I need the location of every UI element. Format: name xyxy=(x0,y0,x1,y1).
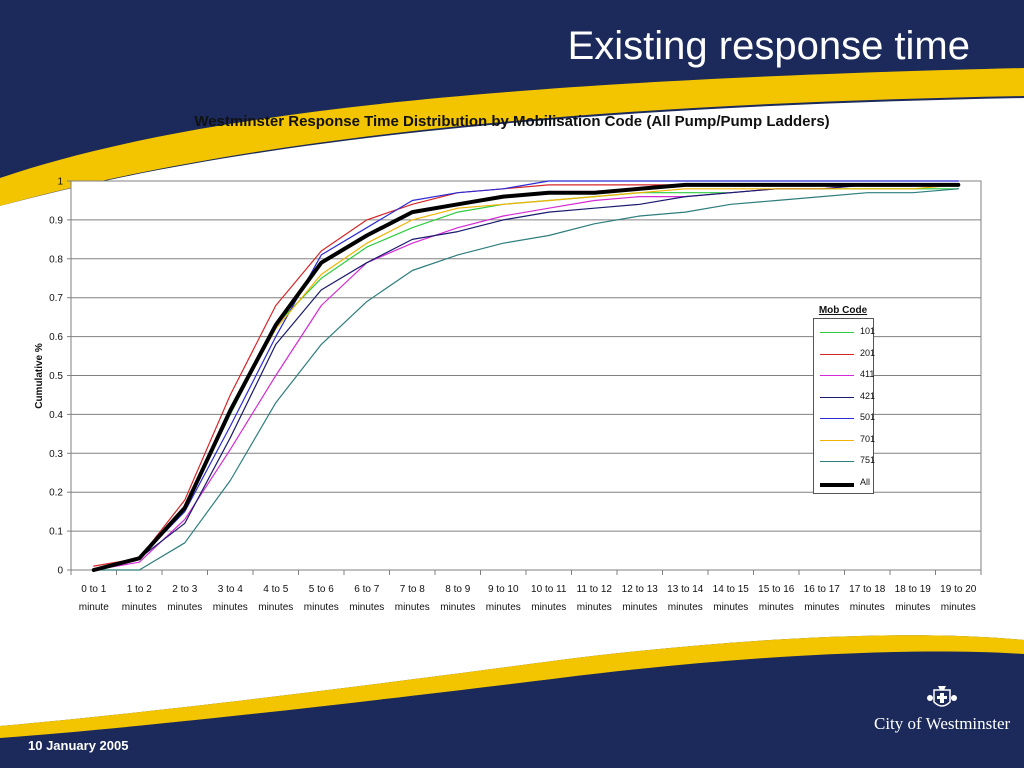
x-tick-label: 3 to 4 xyxy=(218,584,243,595)
x-tick-label: 13 to 14 xyxy=(667,584,704,595)
legend-swatch xyxy=(820,482,854,487)
legend-item-751: 751 xyxy=(820,452,875,472)
y-tick-label: 0 xyxy=(57,566,63,577)
x-tick-label: 12 to 13 xyxy=(622,584,659,595)
y-tick-label: 0.7 xyxy=(49,293,63,304)
x-tick-sublabel: minutes xyxy=(258,602,293,613)
x-tick-sublabel: minutes xyxy=(395,602,430,613)
x-tick-sublabel: minutes xyxy=(713,602,748,613)
y-tick-label: 0.4 xyxy=(49,410,63,421)
x-tick-label: 16 to 17 xyxy=(804,584,841,595)
footer-date: 10 January 2005 xyxy=(28,738,129,753)
x-tick-label: 4 to 5 xyxy=(263,584,288,595)
legend-item-201: 201 xyxy=(820,345,875,365)
x-tick-sublabel: minute xyxy=(79,602,109,613)
y-tick-label: 0.5 xyxy=(49,371,63,382)
x-tick-sublabel: minutes xyxy=(850,602,885,613)
legend-label: 411 xyxy=(860,369,875,379)
legend-label: 701 xyxy=(860,433,876,444)
x-axis-ticks: 0 to 1 minute 1 to 2 minutes 2 to 3 minutes 3 … xyxy=(70,570,982,613)
x-tick-sublabel: minutes xyxy=(941,602,976,613)
legend-swatch xyxy=(820,439,854,441)
x-tick-sublabel: minutes xyxy=(304,602,339,613)
x-tick-label: 17 to 18 xyxy=(849,584,886,595)
x-tick-sublabel: minutes xyxy=(349,602,384,613)
x-tick-label: 8 to 9 xyxy=(445,584,470,595)
legend-title: Mob Code xyxy=(818,305,868,316)
slide-title: Existing response time xyxy=(567,24,970,68)
legend-label: 101 xyxy=(860,326,876,336)
series-line-501 xyxy=(93,180,959,571)
legend-swatch xyxy=(820,332,854,333)
x-tick-sublabel: minutes xyxy=(577,602,612,613)
x-tick-sublabel: minutes xyxy=(167,602,202,613)
legend-label: All xyxy=(860,476,871,487)
x-tick-label: 1 to 2 xyxy=(127,584,152,595)
x-tick-sublabel: minutes xyxy=(440,602,475,613)
x-tick-label: 11 to 12 xyxy=(577,584,613,595)
x-tick-sublabel: minutes xyxy=(759,602,794,613)
brand-name: City of Westminster xyxy=(874,714,1011,733)
legend-item-701: 701 xyxy=(820,431,875,451)
x-tick-label: 0 to 1 xyxy=(81,584,106,595)
coat-of-arms-icon xyxy=(927,686,957,707)
y-tick-label: 0.8 xyxy=(49,254,63,265)
legend-item-421: 421 xyxy=(820,388,875,408)
legend-swatch xyxy=(820,375,854,376)
x-tick-label: 9 to 10 xyxy=(488,584,519,595)
x-tick-sublabel: minutes xyxy=(531,602,566,613)
legend-label: 751 xyxy=(860,455,876,465)
legend-item-101: 101 xyxy=(820,323,875,343)
x-tick-label: 2 to 3 xyxy=(172,584,197,595)
legend-label: 201 xyxy=(860,347,876,358)
legend-item-501: 501 xyxy=(820,409,875,429)
x-tick-label: 19 to 20 xyxy=(940,584,977,595)
y-tick-label: 0.2 xyxy=(49,488,63,499)
x-tick-sublabel: minutes xyxy=(486,602,521,613)
y-axis-label: Cumulative % xyxy=(34,343,45,409)
x-tick-label: 14 to 15 xyxy=(713,584,750,595)
y-tick-label: 0.1 xyxy=(49,527,63,538)
x-tick-sublabel: minutes xyxy=(122,602,157,613)
brand: City of Westminster xyxy=(874,684,1010,736)
y-tick-label: 0.9 xyxy=(49,215,63,226)
legend-swatch xyxy=(820,353,854,355)
x-tick-sublabel: minutes xyxy=(213,602,248,613)
legend-label: 421 xyxy=(860,390,876,401)
series-lines xyxy=(91,180,961,572)
series-line-751 xyxy=(93,188,959,571)
legend-item-411: 411 xyxy=(820,366,875,386)
legend: 101 201 411 421 501 701 751 All xyxy=(813,318,875,494)
y-axis-ticks: 0 0.1 0.2 0.3 0.4 0.5 0.6 0.7 0.8 0.9 1 xyxy=(49,177,63,577)
legend-swatch xyxy=(820,461,854,462)
x-tick-label: 10 to 11 xyxy=(531,584,567,595)
legend-swatch xyxy=(820,418,854,419)
x-tick-sublabel: minutes xyxy=(804,602,839,613)
y-tick-label: 1 xyxy=(57,177,63,188)
x-tick-sublabel: minutes xyxy=(895,602,930,613)
legend-label: 501 xyxy=(860,412,876,422)
x-tick-sublabel: minutes xyxy=(668,602,703,613)
x-tick-sublabel: minutes xyxy=(622,602,657,613)
chart-title: Westminster Response Time Distribution b… xyxy=(194,113,830,130)
x-tick-label: 7 to 8 xyxy=(400,584,425,595)
legend-swatch xyxy=(820,396,854,398)
x-tick-label: 18 to 19 xyxy=(895,584,932,595)
legend-item-all: All xyxy=(820,474,875,494)
x-tick-label: 6 to 7 xyxy=(354,584,379,595)
y-tick-label: 0.6 xyxy=(49,332,63,343)
series-line-all xyxy=(91,182,961,572)
x-tick-label: 5 to 6 xyxy=(309,584,334,595)
y-tick-label: 0.3 xyxy=(49,449,63,460)
x-tick-label: 15 to 16 xyxy=(758,584,795,595)
